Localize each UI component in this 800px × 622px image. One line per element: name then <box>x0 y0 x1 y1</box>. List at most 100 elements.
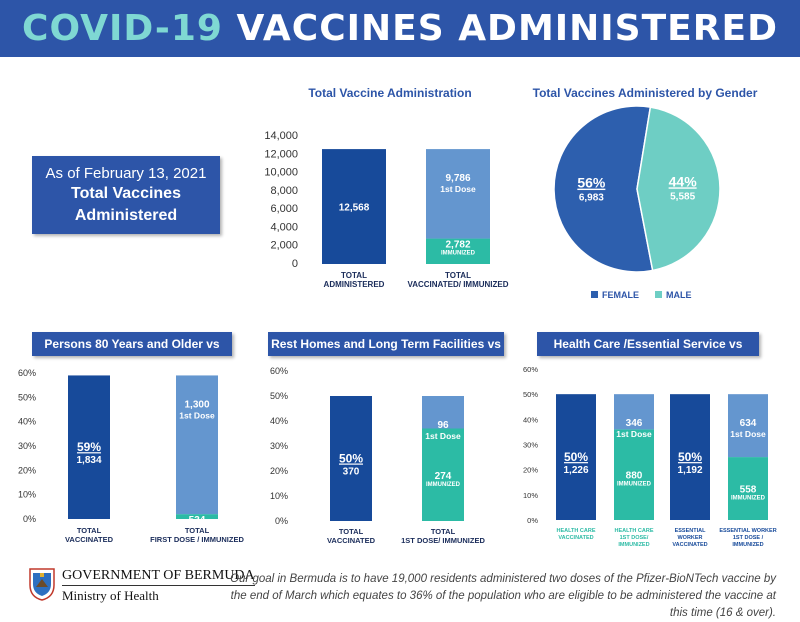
category-label: FIRST DOSE / IMMUNIZED <box>150 535 244 544</box>
y-tick-label: 50% <box>523 390 538 399</box>
bar-segment <box>614 429 654 520</box>
category-label: VACCINATED/ IMMUNIZED <box>407 280 508 289</box>
chart-total-admin: 0 2,000 4,000 6,000 8,000 10,000 12,000 14,000 1… <box>264 130 508 289</box>
legend-swatch <box>655 291 662 298</box>
bar-value-label: 534 <box>189 515 206 526</box>
category-label: TOTAL <box>341 271 367 280</box>
bar-value-label: 346 <box>626 418 643 429</box>
chart-title-gender: Total Vaccines Administered by Gender <box>532 86 758 100</box>
pie-percent-label: 44% <box>669 173 698 189</box>
bar-value-label: 12,568 <box>339 203 370 214</box>
y-tick-label: 2,000 <box>270 240 298 252</box>
y-tick-label: 60% <box>523 365 538 374</box>
y-tick-label: 40% <box>523 415 538 424</box>
y-tick-label: 30% <box>18 441 36 451</box>
bar-segment <box>426 149 490 239</box>
y-tick-label: 0 <box>292 258 298 270</box>
pie-value-label: 5,585 <box>670 191 695 202</box>
bar-segment <box>322 149 386 264</box>
y-tick-label: 20% <box>18 465 36 475</box>
bar-sub-label: 1st Dose <box>179 410 215 420</box>
pie-percent-label: 56% <box>577 175 606 191</box>
category-label: ADMINISTERED <box>324 280 385 289</box>
bar-value-label: 274 <box>435 471 452 482</box>
bar-segment <box>728 457 768 520</box>
category-label: IMMUNIZED <box>732 542 763 548</box>
category-label: VACCINATED <box>672 542 707 548</box>
y-tick-label: 20% <box>270 466 288 476</box>
y-tick-label: 30% <box>523 441 538 450</box>
y-tick-label: 10% <box>18 490 36 500</box>
y-tick-label: 14,000 <box>264 130 298 142</box>
category-label: VACCINATED <box>327 536 376 545</box>
bar-percent-label: 50% <box>678 450 702 464</box>
as-of-date: As of February 13, 2021 <box>45 165 207 182</box>
bar-sub-label: 1st Dose <box>730 429 766 439</box>
bar-value-label: 558 <box>740 485 757 496</box>
category-label: HEALTH CARE <box>614 528 653 534</box>
bar-segment <box>330 396 372 521</box>
bar-segment <box>614 394 654 430</box>
y-tick-label: 10,000 <box>264 167 298 179</box>
ministry-name: Ministry of Health <box>62 588 159 603</box>
bar-value-label: 2,782 <box>445 240 470 251</box>
bar-sub-label: IMMUNIZED <box>426 482 461 488</box>
bar-value-label: 370 <box>343 467 360 478</box>
y-tick-label: 10% <box>270 491 288 501</box>
legend-label: MALE <box>666 290 692 300</box>
bar-value-label: 880 <box>626 471 643 482</box>
legend-label: FEMALE <box>602 290 639 300</box>
y-tick-label: 12,000 <box>264 148 298 160</box>
page-title: COVID-19 VACCINES ADMINISTERED <box>0 8 800 49</box>
y-tick-label: 10% <box>523 491 538 500</box>
bar-sub-label: IMMUNIZED <box>180 526 215 532</box>
chart-80-plus: 0%10%20%30%40%50%60%59%1,834TOTALVACCINA… <box>18 368 244 544</box>
category-label: TOTAL <box>77 526 102 535</box>
title-rest: VACCINES ADMINISTERED <box>236 8 778 49</box>
chart-rest-homes: 0%10%20%30%40%50%60%50%370TOTALVACCINATE… <box>270 366 485 545</box>
y-tick-label: 60% <box>270 366 288 376</box>
bermuda-crest-icon <box>29 568 55 601</box>
pie-slice <box>636 106 721 272</box>
y-tick-label: 0% <box>275 516 288 526</box>
y-tick-label: 50% <box>18 392 36 402</box>
header-bar <box>0 0 800 57</box>
bar-value-label: 9,786 <box>445 173 470 184</box>
category-label: WORKER <box>677 535 702 541</box>
banner-health-care: Health Care /Essential Service vs Target… <box>537 332 759 375</box>
bar-percent-label: 59% <box>77 440 101 454</box>
category-label: VACCINATED <box>65 535 114 544</box>
y-tick-label: 0% <box>527 516 538 525</box>
bar-sub-label: IMMUNIZED <box>617 482 652 488</box>
goal-text: Our goal in Bermuda is to have 19,000 re… <box>230 573 776 619</box>
as-of-heading-2: Administered <box>74 207 178 224</box>
pie-slice <box>553 106 654 273</box>
bar-sub-label: 1st Dose <box>616 429 652 439</box>
pie-value-label: 6,983 <box>579 193 604 204</box>
category-label: TOTAL <box>445 271 471 280</box>
y-tick-label: 40% <box>270 416 288 426</box>
bar-segment <box>422 396 464 429</box>
bar-value-label: 634 <box>740 418 757 429</box>
category-label: TOTAL <box>185 526 210 535</box>
category-label: IMMUNIZED <box>618 542 649 548</box>
legend-swatch <box>591 291 598 298</box>
bar-value-label: 1,226 <box>563 465 588 476</box>
as-of-box: As of February 13, 2021 Total Vaccines A… <box>32 156 220 234</box>
bar-segment <box>670 394 710 520</box>
chart-title-total-admin: Total Vaccine Administration <box>308 86 472 100</box>
bar-value-label: 96 <box>437 420 449 431</box>
y-tick-label: 30% <box>270 441 288 451</box>
bar-percent-label: 50% <box>564 450 588 464</box>
bar-sub-label: 1st Dose <box>440 184 476 194</box>
bar-value-label: 1,300 <box>184 399 209 410</box>
category-label: TOTAL <box>339 527 364 536</box>
bar-sub-label: IMMUNIZED <box>731 496 766 502</box>
category-label: HEALTH CARE <box>556 528 595 534</box>
category-label: TOTAL <box>431 527 456 536</box>
y-tick-label: 20% <box>523 466 538 475</box>
y-tick-label: 6,000 <box>270 203 298 215</box>
bar-sub-label: 1st Dose <box>425 431 461 441</box>
y-tick-label: 40% <box>18 417 36 427</box>
bar-sub-label: IMMUNIZED <box>441 251 476 257</box>
